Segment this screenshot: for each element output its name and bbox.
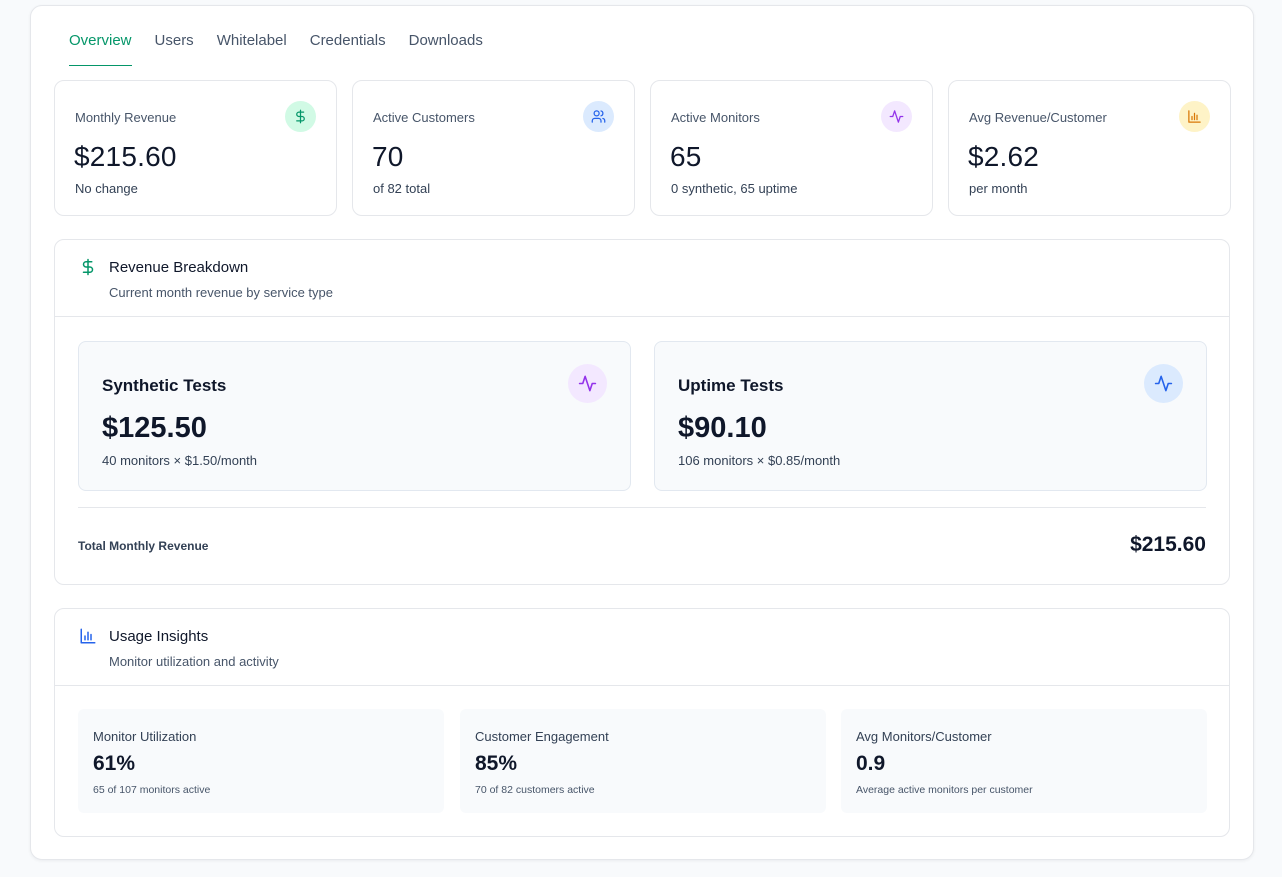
insight-monitor-utilization: Monitor Utilization 61% 65 of 107 monito… [78,709,444,813]
stat-label: Monthly Revenue [75,110,177,125]
admin-overview-card: Overview Users Whitelabel Credentials Do… [30,5,1254,860]
insight-customer-engagement: Customer Engagement 85% 70 of 82 custome… [460,709,826,813]
stat-cards: Monthly Revenue $215.60 No change Active… [54,80,1231,216]
insight-label: Avg Monitors/Customer [856,729,992,744]
stat-subtext: per month [969,181,1028,196]
service-title: Synthetic Tests [102,376,227,395]
tab-downloads[interactable]: Downloads [408,32,483,49]
stat-card-active-monitors: Active Monitors 65 0 synthetic, 65 uptim… [650,80,933,216]
stat-subtext: of 82 total [373,181,431,196]
dollar-icon [79,257,97,277]
service-card-synthetic: Synthetic Tests $125.50 40 monitors × $1… [78,341,631,491]
insight-subtext: 70 of 82 customers active [475,784,595,796]
tab-credentials[interactable]: Credentials [309,32,386,49]
service-title: Uptime Tests [678,376,784,395]
total-revenue-value: $215.60 [1130,533,1206,556]
stat-label: Active Monitors [671,110,760,125]
panel-title: Revenue Breakdown [109,259,249,276]
revenue-breakdown-panel: Revenue Breakdown Current month revenue … [54,239,1230,585]
service-revenue: $90.10 [678,412,767,444]
stat-label: Active Customers [373,110,475,125]
stat-label: Avg Revenue/Customer [969,110,1107,125]
bar-chart-icon [1179,101,1210,132]
stat-card-monthly-revenue: Monthly Revenue $215.60 No change [54,80,337,216]
activity-icon [568,364,607,403]
dollar-icon [285,101,316,132]
service-calculation: 106 monitors × $0.85/month [678,453,841,468]
service-revenue: $125.50 [102,412,207,444]
panel-header: Revenue Breakdown Current month revenue … [55,240,1229,317]
tab-whitelabel[interactable]: Whitelabel [216,32,287,49]
service-calculation: 40 monitors × $1.50/month [102,453,258,468]
stat-value: 70 [372,141,404,172]
tab-bar: Overview Users Whitelabel Credentials Do… [69,6,506,66]
insight-label: Monitor Utilization [93,729,197,744]
insight-value: 61% [93,752,136,775]
activity-icon [881,101,912,132]
stat-value: $2.62 [968,141,1040,172]
usage-insights-panel: Usage Insights Monitor utilization and a… [54,608,1230,837]
stat-value: $215.60 [74,141,177,172]
insight-subtext: 65 of 107 monitors active [93,784,211,796]
panel-description: Monitor utilization and activity [109,654,279,669]
stat-subtext: No change [75,181,138,196]
bar-chart-icon [79,626,97,646]
insight-value: 85% [475,752,518,775]
insight-subtext: Average active monitors per customer [856,784,1033,796]
stat-value: 65 [670,141,702,172]
users-icon [583,101,614,132]
stat-card-avg-revenue: Avg Revenue/Customer $2.62 per month [948,80,1231,216]
tab-users[interactable]: Users [154,32,194,49]
total-revenue-label: Total Monthly Revenue [78,539,209,553]
stat-subtext: 0 synthetic, 65 uptime [671,181,798,196]
tab-overview[interactable]: Overview [69,6,132,66]
insight-avg-monitors: Avg Monitors/Customer 0.9 Average active… [841,709,1207,813]
panel-header: Usage Insights Monitor utilization and a… [55,609,1229,686]
panel-title: Usage Insights [109,628,209,645]
insight-label: Customer Engagement [475,729,609,744]
activity-icon [1144,364,1183,403]
insight-value: 0.9 [856,752,886,775]
service-card-uptime: Uptime Tests $90.10 106 monitors × $0.85… [654,341,1207,491]
stat-card-active-customers: Active Customers 70 of 82 total [352,80,635,216]
panel-description: Current month revenue by service type [109,285,333,300]
divider [78,507,1206,508]
